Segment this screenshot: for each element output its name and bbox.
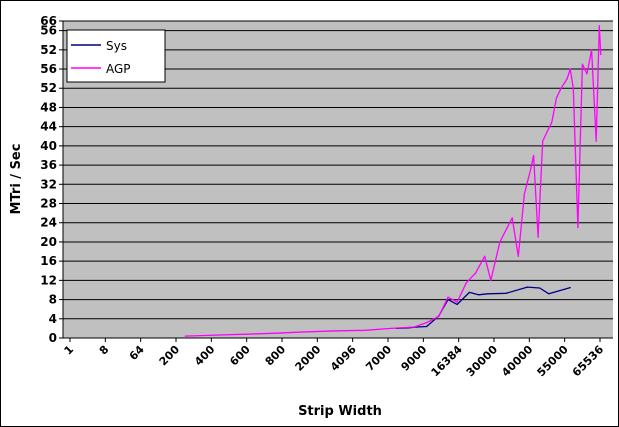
data-point-agp bbox=[566, 78, 568, 80]
data-point-agp bbox=[581, 63, 584, 65]
data-point-agp bbox=[245, 333, 247, 335]
data-point-agp bbox=[600, 54, 602, 56]
data-point-agp bbox=[577, 226, 579, 229]
data-point-agp bbox=[465, 282, 467, 284]
data-point-agp bbox=[572, 87, 574, 89]
data-point-agp bbox=[523, 193, 525, 195]
legend-label-sys: Sys bbox=[106, 39, 127, 53]
data-point-agp bbox=[537, 236, 539, 238]
data-point-agp bbox=[546, 130, 548, 133]
y-tick-label: 32 bbox=[40, 177, 57, 191]
data-point-agp bbox=[276, 332, 278, 334]
y-tick-label: 24 bbox=[40, 216, 57, 230]
y-tick-label: 56 bbox=[40, 62, 57, 76]
series-layer bbox=[184, 25, 602, 337]
y-tick-label: 20 bbox=[40, 235, 57, 249]
data-point-agp bbox=[595, 140, 597, 142]
y-tick-label: 36 bbox=[40, 158, 57, 172]
data-point-agp bbox=[447, 296, 449, 298]
grid-lines bbox=[63, 20, 613, 320]
y-tick-label: 44 bbox=[40, 120, 57, 134]
data-point-sys bbox=[539, 287, 541, 289]
y-tick-label: 16 bbox=[40, 254, 57, 268]
y-tick-label: 66 bbox=[40, 14, 57, 28]
y-tick-label: 28 bbox=[40, 197, 57, 211]
data-point-agp bbox=[184, 335, 186, 337]
y-tick-label: 40 bbox=[40, 139, 57, 153]
data-point-sys bbox=[432, 320, 434, 322]
data-point-sys bbox=[487, 293, 489, 295]
data-point-agp bbox=[529, 169, 532, 171]
series-line-agp bbox=[185, 25, 602, 337]
data-point-sys bbox=[456, 303, 458, 305]
data-point-agp bbox=[215, 334, 217, 336]
y-tick-label: 0 bbox=[49, 331, 57, 345]
data-point-agp bbox=[456, 301, 458, 303]
data-point-sys bbox=[477, 294, 480, 296]
data-point-agp bbox=[364, 329, 367, 331]
y-tick-label: 12 bbox=[40, 273, 57, 287]
data-point-agp bbox=[413, 326, 415, 328]
data-point-sys bbox=[426, 325, 428, 328]
data-point-agp bbox=[569, 68, 571, 70]
y-axis-title: MTri / Sec bbox=[9, 144, 24, 215]
data-point-agp bbox=[306, 331, 309, 333]
data-point-sys bbox=[526, 286, 529, 288]
data-point-agp bbox=[551, 121, 553, 123]
data-point-agp bbox=[499, 241, 501, 243]
data-point-agp bbox=[398, 327, 400, 329]
x-axis-title: Strip Width bbox=[298, 404, 382, 419]
data-point-agp bbox=[511, 217, 513, 219]
legend-box bbox=[66, 29, 166, 83]
data-point-agp bbox=[490, 279, 492, 281]
data-point-agp bbox=[591, 49, 593, 51]
data-point-agp bbox=[598, 25, 600, 27]
data-point-agp bbox=[517, 255, 519, 257]
data-point-sys bbox=[505, 292, 507, 294]
data-point-agp bbox=[555, 97, 558, 99]
data-point-agp bbox=[426, 322, 428, 324]
y-tick-label: 4 bbox=[49, 312, 57, 326]
data-point-sys bbox=[548, 293, 550, 295]
legend-label-agp: AGP bbox=[106, 62, 131, 76]
y-tick-label: 56 bbox=[40, 24, 57, 38]
series-line-sys bbox=[396, 286, 571, 330]
data-point-agp bbox=[586, 73, 588, 75]
legend: Sys AGP bbox=[66, 29, 166, 83]
data-point-agp bbox=[532, 154, 535, 157]
y-tick-label: 52 bbox=[40, 81, 57, 95]
data-point-agp bbox=[438, 315, 440, 317]
y-tick-label: 48 bbox=[40, 100, 57, 114]
data-point-sys bbox=[569, 286, 571, 289]
y-tick-label: 52 bbox=[40, 43, 57, 57]
data-point-agp bbox=[337, 330, 339, 332]
data-point-agp bbox=[474, 272, 477, 274]
data-point-agp bbox=[560, 87, 562, 89]
data-point-sys bbox=[468, 291, 470, 293]
data-point-agp bbox=[383, 328, 385, 330]
y-tick-label: 8 bbox=[49, 293, 57, 307]
data-point-agp bbox=[484, 255, 486, 257]
data-point-agp bbox=[542, 140, 544, 142]
